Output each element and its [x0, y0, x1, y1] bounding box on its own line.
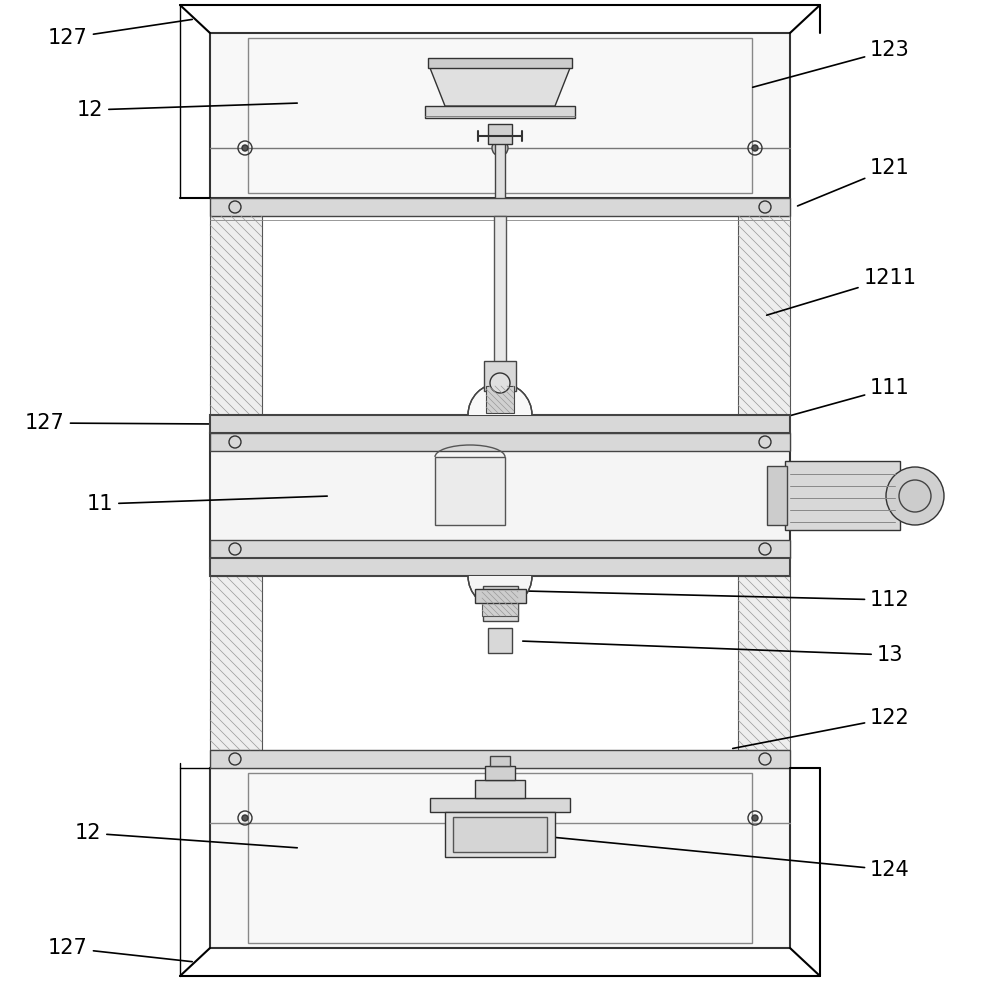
Bar	[738, 216, 790, 415]
Bar	[483, 586, 518, 621]
Text: 12: 12	[77, 100, 297, 120]
Circle shape	[242, 145, 248, 151]
Bar	[210, 576, 262, 750]
Circle shape	[752, 815, 758, 821]
Bar	[475, 589, 526, 603]
Circle shape	[752, 145, 758, 151]
Text: 12: 12	[75, 823, 297, 848]
Circle shape	[496, 637, 504, 645]
Bar	[486, 386, 514, 413]
Text: 127: 127	[25, 413, 212, 433]
Bar	[248, 773, 752, 943]
Bar	[445, 812, 555, 857]
Bar	[488, 628, 512, 653]
Text: 112: 112	[528, 590, 910, 610]
Bar	[210, 415, 790, 433]
Text: 124: 124	[533, 835, 910, 880]
Bar	[210, 33, 790, 198]
Wedge shape	[468, 383, 532, 415]
Text: 13: 13	[523, 641, 903, 665]
Bar	[482, 591, 518, 616]
Circle shape	[490, 373, 510, 393]
Circle shape	[492, 140, 508, 156]
Bar	[210, 216, 262, 415]
Bar	[494, 216, 506, 388]
Bar	[475, 780, 525, 798]
Bar	[425, 106, 575, 118]
Bar	[248, 38, 752, 193]
Bar	[738, 576, 790, 750]
Wedge shape	[468, 576, 532, 608]
Bar	[485, 766, 515, 780]
Bar	[428, 58, 572, 68]
Text: 1211: 1211	[767, 268, 916, 315]
Text: 121: 121	[798, 158, 910, 206]
Bar	[210, 558, 790, 576]
Bar	[430, 798, 570, 812]
Bar	[767, 466, 787, 525]
Bar	[210, 433, 790, 558]
Bar	[210, 433, 790, 451]
Polygon shape	[430, 68, 570, 106]
Text: 111: 111	[763, 378, 910, 423]
Bar	[210, 768, 790, 948]
Bar	[488, 124, 512, 144]
Bar	[490, 756, 510, 766]
Bar	[453, 817, 547, 852]
Text: 11: 11	[87, 494, 327, 514]
Circle shape	[886, 467, 944, 525]
Bar	[210, 198, 790, 216]
Circle shape	[899, 480, 931, 512]
Circle shape	[497, 145, 503, 151]
Bar	[495, 141, 505, 203]
Bar	[484, 361, 516, 391]
Text: 127: 127	[48, 938, 192, 961]
Bar	[210, 750, 790, 768]
Bar	[210, 540, 790, 558]
Bar	[785, 461, 900, 530]
Circle shape	[491, 632, 509, 650]
Text: 127: 127	[48, 20, 192, 48]
Text: 123: 123	[753, 40, 910, 87]
Circle shape	[242, 815, 248, 821]
Text: 122: 122	[733, 708, 910, 749]
Bar	[435, 457, 505, 525]
